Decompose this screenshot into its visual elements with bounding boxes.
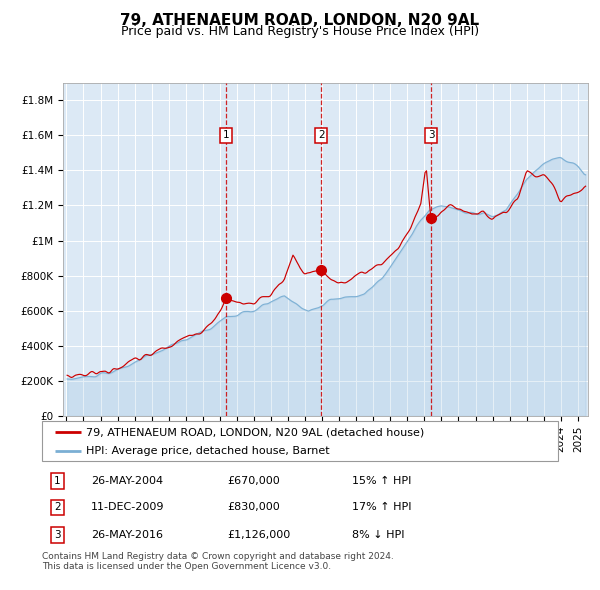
Text: 8% ↓ HPI: 8% ↓ HPI	[352, 530, 404, 540]
Text: 1: 1	[223, 130, 230, 140]
Text: 79, ATHENAEUM ROAD, LONDON, N20 9AL: 79, ATHENAEUM ROAD, LONDON, N20 9AL	[121, 13, 479, 28]
Text: 3: 3	[54, 530, 61, 540]
Text: 1: 1	[54, 476, 61, 486]
Text: £830,000: £830,000	[228, 503, 281, 513]
Text: 15% ↑ HPI: 15% ↑ HPI	[352, 476, 411, 486]
Text: Contains HM Land Registry data © Crown copyright and database right 2024.
This d: Contains HM Land Registry data © Crown c…	[42, 552, 394, 571]
Text: 17% ↑ HPI: 17% ↑ HPI	[352, 503, 411, 513]
Text: 3: 3	[428, 130, 434, 140]
Text: £1,126,000: £1,126,000	[228, 530, 291, 540]
Text: 79, ATHENAEUM ROAD, LONDON, N20 9AL (detached house): 79, ATHENAEUM ROAD, LONDON, N20 9AL (det…	[86, 428, 424, 438]
Text: 26-MAY-2004: 26-MAY-2004	[91, 476, 163, 486]
Text: HPI: Average price, detached house, Barnet: HPI: Average price, detached house, Barn…	[86, 447, 329, 456]
Text: 2: 2	[54, 503, 61, 513]
Text: 26-MAY-2016: 26-MAY-2016	[91, 530, 163, 540]
FancyBboxPatch shape	[42, 421, 558, 461]
Text: £670,000: £670,000	[228, 476, 281, 486]
Text: Price paid vs. HM Land Registry's House Price Index (HPI): Price paid vs. HM Land Registry's House …	[121, 25, 479, 38]
Text: 2: 2	[318, 130, 325, 140]
Text: 11-DEC-2009: 11-DEC-2009	[91, 503, 164, 513]
